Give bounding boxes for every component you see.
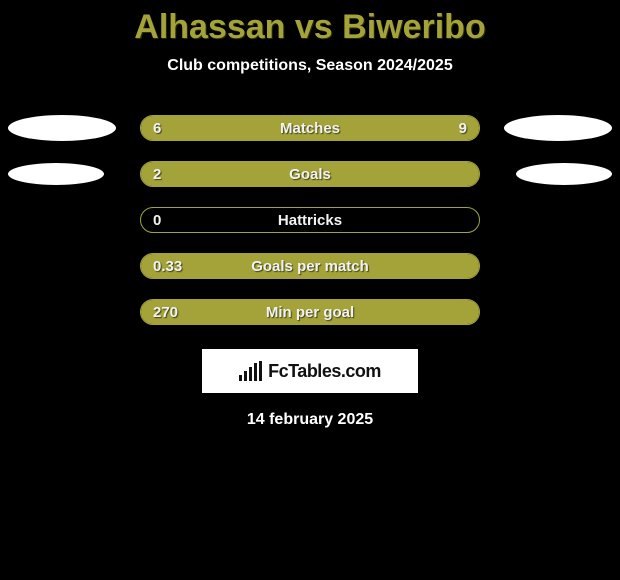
stat-label: Hattricks — [141, 208, 479, 232]
stat-bar: 2Goals — [140, 161, 480, 187]
page-subtitle: Club competitions, Season 2024/2025 — [0, 57, 620, 75]
stat-row: 0Hattricks — [0, 207, 620, 233]
stats-container: 69Matches 2Goals 0Hattricks 0.33Goals per m… — [0, 115, 620, 325]
player-marker-right — [516, 163, 612, 185]
stat-bar: 0Hattricks — [140, 207, 480, 233]
stat-label: Goals — [141, 162, 479, 186]
page-date: 14 february 2025 — [0, 411, 620, 429]
player-marker-left — [8, 115, 116, 141]
stat-row: 0.33Goals per match — [0, 253, 620, 279]
page-title: Alhassan vs Biweribo — [0, 0, 620, 47]
stat-bar: 69Matches — [140, 115, 480, 141]
stat-row: 270Min per goal — [0, 299, 620, 325]
brand-text: FcTables.com — [268, 361, 381, 382]
stat-bar: 0.33Goals per match — [140, 253, 480, 279]
footer-brand-panel: FcTables.com — [202, 349, 418, 393]
stat-label: Goals per match — [141, 254, 479, 278]
stat-label: Min per goal — [141, 300, 479, 324]
player-marker-left — [8, 163, 104, 185]
stat-label: Matches — [141, 116, 479, 140]
stat-bar: 270Min per goal — [140, 299, 480, 325]
stat-row: 2Goals — [0, 161, 620, 187]
stat-row: 69Matches — [0, 115, 620, 141]
brand-bars-icon — [239, 361, 262, 381]
player-marker-right — [504, 115, 612, 141]
